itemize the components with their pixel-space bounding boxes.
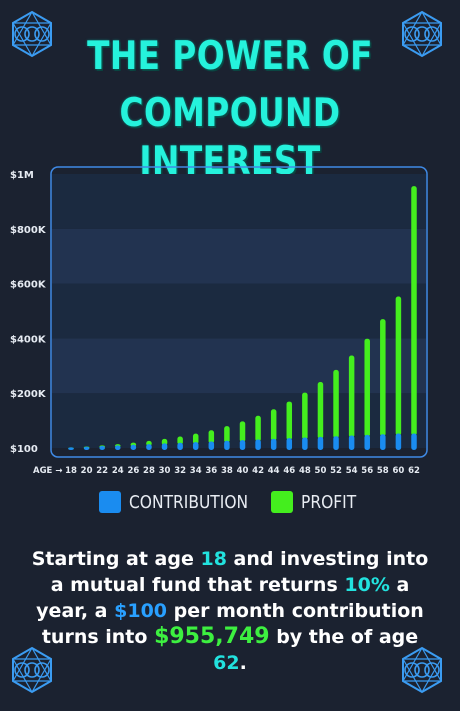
legend-profit: PROFIT — [271, 489, 365, 515]
x-tick-label: 34 — [190, 466, 202, 476]
bar-contribution — [83, 446, 90, 450]
summary-monthly: $100 — [114, 600, 168, 622]
bar-contribution — [317, 436, 324, 450]
grid-band — [52, 174, 426, 229]
bar-profit — [177, 436, 183, 445]
bar-profit — [333, 369, 339, 439]
legend-contribution-label: CONTRIBUTION — [129, 491, 249, 513]
bar-profit — [255, 415, 261, 442]
grid-band — [52, 283, 426, 339]
y-tick-label: $100 — [10, 444, 38, 455]
bar-profit — [208, 430, 215, 444]
bar-contribution — [395, 433, 402, 450]
geometric-mesh-icon — [402, 10, 442, 58]
summary-age-end: 62 — [213, 652, 240, 674]
bar-contribution — [208, 441, 215, 450]
x-tick-label: 28 — [143, 466, 155, 476]
x-tick-label: 62 — [408, 466, 420, 476]
x-tick-label: 50 — [315, 466, 327, 476]
x-tick-label: 56 — [361, 466, 373, 476]
x-tick-label: 48 — [299, 466, 311, 476]
legend-profit-label: PROFIT — [301, 491, 357, 513]
x-tick-label: 38 — [221, 466, 233, 476]
x-tick-label: 20 — [81, 466, 93, 476]
summary-rate: 10% — [344, 574, 390, 596]
summary-age-start: 18 — [200, 548, 227, 570]
summary-text: Starting at age 18 and investing into a … — [30, 546, 430, 676]
bar-contribution — [348, 435, 355, 450]
x-tick-label: 32 — [174, 466, 186, 476]
bar-contribution — [302, 437, 308, 450]
bar-profit — [270, 409, 277, 441]
grid-band — [52, 393, 426, 448]
bar-contribution — [286, 438, 293, 450]
y-tick-label: $400K — [10, 334, 47, 345]
bar-contribution — [380, 434, 386, 450]
summary-part-6: . — [239, 652, 247, 674]
bar-contribution — [177, 442, 183, 450]
bar-contribution — [364, 434, 370, 450]
bar-profit — [286, 401, 293, 441]
y-tick-label: $200K — [10, 389, 47, 400]
x-tick-label: 30 — [159, 466, 171, 476]
summary-part-2: and investing into a mutual fund that re… — [50, 548, 429, 596]
geometric-mesh-icon — [402, 646, 442, 694]
bar-contribution — [270, 438, 277, 450]
x-tick-label: 26 — [127, 466, 139, 476]
bar-profit — [348, 355, 355, 438]
bar-profit — [192, 433, 199, 445]
bar-profit — [239, 421, 246, 443]
bar-contribution — [115, 445, 121, 450]
y-tick-label: $1M — [10, 170, 34, 181]
x-tick-label: 40 — [237, 466, 249, 476]
bar-profit — [380, 319, 386, 437]
bar-contribution — [161, 443, 168, 450]
x-tick-label: 42 — [252, 466, 264, 476]
bar-contribution — [68, 447, 74, 450]
summary-part-5: by the of age — [269, 626, 419, 648]
x-tick-label: 52 — [330, 466, 342, 476]
x-tick-label: 58 — [377, 466, 389, 476]
legend-contribution: CONTRIBUTION — [99, 489, 267, 515]
y-tick-label: $600K — [10, 280, 47, 291]
x-tick-label: 36 — [205, 466, 217, 476]
summary-part-4: per month contribution turns into — [41, 600, 424, 648]
x-tick-label: 22 — [96, 466, 108, 476]
bar-contribution — [130, 444, 137, 450]
bar-contribution — [411, 433, 417, 450]
bar-contribution — [333, 436, 339, 450]
summary-part-1: Starting at age — [31, 548, 201, 570]
bar-profit — [364, 338, 370, 437]
bar-profit — [302, 392, 308, 440]
x-tick-label: 24 — [112, 466, 124, 476]
compound-interest-chart: $100 $200K $400K $600K $800K $1M 18 20 22 24 26 28 3… — [10, 166, 428, 476]
bar-contribution — [192, 442, 199, 450]
summary-total: $955,749 — [154, 624, 270, 649]
x-axis-label: AGE → — [33, 466, 62, 476]
bar-profit — [317, 382, 324, 439]
x-tick-label: 54 — [346, 466, 358, 476]
legend-profit-swatch — [271, 491, 293, 513]
x-tick-label: 46 — [283, 466, 295, 476]
bar-contribution — [255, 439, 261, 450]
bar-contribution — [146, 444, 152, 450]
y-tick-label: $800K — [10, 225, 47, 236]
bar-contribution — [99, 446, 105, 450]
bar-profit — [411, 186, 417, 436]
bar-contribution — [239, 440, 246, 450]
grid-band — [52, 228, 426, 284]
x-tick-label: 18 — [65, 466, 77, 476]
bar-profit — [395, 296, 402, 436]
x-tick-label: 44 — [268, 466, 280, 476]
geometric-mesh-icon — [12, 646, 52, 694]
bar-contribution — [224, 440, 230, 450]
x-tick-label: 60 — [392, 466, 404, 476]
legend-contribution-swatch — [99, 491, 121, 513]
plot-frame — [50, 166, 428, 458]
title-line-1: THE POWER OF — [87, 34, 373, 79]
grid-band — [52, 338, 426, 394]
geometric-mesh-icon — [12, 10, 52, 58]
summary-part-3: a year, a — [36, 574, 410, 622]
bar-profit — [224, 426, 230, 443]
